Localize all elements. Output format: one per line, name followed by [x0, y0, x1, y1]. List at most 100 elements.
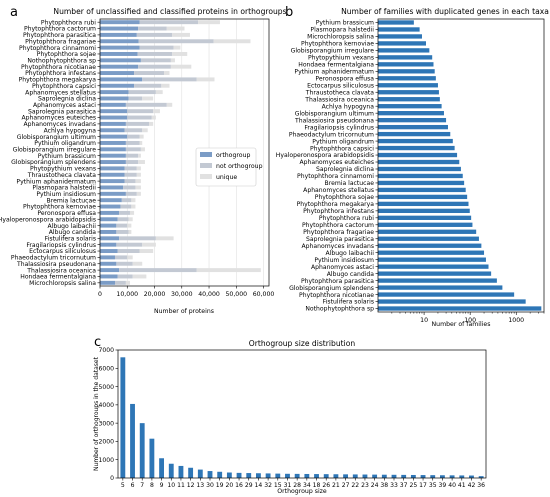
panel-b-y-tick-label: Plasmopara halstedii — [310, 27, 374, 34]
panel-b-bar — [378, 264, 489, 269]
panel-c-bar — [178, 465, 184, 478]
panel-b-bar — [378, 97, 440, 102]
panel-a-bar-not-orthogroup — [125, 147, 141, 152]
panel-c-bar — [459, 475, 465, 478]
panel-a-y-tick-label: Peronospora effusa — [37, 210, 96, 217]
panel-a-bar-orthogroup — [100, 83, 135, 88]
panel-c-x-tick-label: 8 — [150, 482, 154, 489]
panel-a-y-tick-label: Aphanomyces stellatus — [25, 89, 96, 96]
panel-a-bar-not-orthogroup — [114, 280, 126, 285]
panel-a-bar-not-orthogroup — [123, 185, 136, 190]
panel-c-x-tick-label: 6 — [131, 482, 135, 489]
panel-c-bar — [352, 474, 358, 478]
panel-a-bar-not-orthogroup — [125, 153, 139, 158]
panel-c-x-tick-label: 13 — [196, 482, 204, 489]
panel-a-bar-not-orthogroup — [117, 274, 133, 279]
panel-b-y-tick-label: Phytophthora rubi — [319, 215, 374, 222]
panel-c-bar — [246, 473, 252, 478]
panel-a-bar-not-orthogroup — [124, 179, 136, 184]
panel-b-bar — [378, 117, 447, 123]
panel-c-bar — [410, 474, 416, 478]
panel-b-bar — [378, 292, 515, 297]
panel-a-x-tick-label: 60,000 — [253, 291, 275, 298]
panel-a-y-tick-label: Ectocarpus siliculosus — [29, 248, 96, 255]
panel-a-y-tick-label: Phytopythium vexans — [30, 166, 96, 173]
panel-a-bar-orthogroup — [100, 261, 117, 266]
panel-b-y-tick-label: Fragilariopsis cylindrus — [304, 124, 374, 131]
panel-b-bar — [378, 145, 455, 151]
panel-a-bar-unique — [149, 121, 154, 126]
panel-b-bar — [378, 34, 422, 39]
panel-a-y-tick-label: Aphanomyces invadans — [23, 121, 96, 128]
panel-b-y-tick-label: Thraustotheca clavata — [305, 89, 375, 96]
panel-c-y-tick-label: 4000 — [98, 402, 114, 409]
panel-a-y-tick-label: Microchloropsis salina — [29, 280, 96, 287]
panel-a-bar-unique — [129, 210, 135, 215]
panel-a-bar-orthogroup — [100, 191, 126, 196]
panel-c-y-ticks: 0 1000 2000 3000 4000 5000 6000 7000 — [98, 347, 118, 482]
panel-a-bar-unique — [151, 115, 156, 120]
panel-c-x-tick-label: 27 — [342, 482, 350, 489]
panel-a-bar-orthogroup — [100, 153, 126, 158]
panel-b-plot-frame — [377, 18, 545, 313]
panel-a-bar-unique — [142, 128, 148, 133]
panel-c-y-tick-label: 6000 — [98, 365, 114, 372]
panel-b-bar — [378, 229, 477, 234]
panel-b-x-axis-label: Number of families — [432, 321, 491, 328]
panel-a-bar-not-orthogroup — [120, 204, 132, 209]
panel-a-bar-unique — [142, 96, 154, 101]
panel-c-x-tick-label: 23 — [361, 482, 369, 489]
panel-a-bar-unique — [132, 274, 147, 279]
panel-a-y-tick-label: Saprolegnia parasitica — [28, 108, 96, 115]
panel-b-bar — [378, 187, 466, 193]
panel-c-bar — [265, 473, 271, 478]
panel-a-bar-unique — [127, 255, 133, 260]
panel-c-x-tick-label: 25 — [409, 482, 417, 489]
panel-a-bar-unique — [136, 191, 141, 196]
panel-b-bar — [378, 208, 470, 214]
panel-a-y-tick-label: Thalassiosira oceanica — [26, 267, 96, 274]
panel-c-bar — [285, 473, 290, 478]
panel-b-y-tick-label: Aphanomyces euteiches — [299, 159, 374, 166]
panel-a-bar-unique — [139, 140, 143, 145]
panel-a-bar-orthogroup — [100, 160, 126, 165]
panel-c-bar — [440, 475, 445, 478]
panel-c-x-tick-label: 26 — [322, 482, 330, 489]
panel-a-bar-orthogroup — [100, 172, 125, 177]
panel-a-bar-not-orthogroup — [136, 32, 173, 37]
panel-a-bar-orthogroup — [100, 121, 126, 126]
panel-a-plot-frame — [99, 18, 270, 287]
panel-a-bar-orthogroup — [100, 236, 120, 241]
panel-b-bar — [378, 215, 472, 220]
panel-b-y-tick-label: Phytophthora cinnamomi — [297, 173, 374, 180]
panel-c-x-tick-label: 5 — [121, 482, 125, 489]
panel-a-legend-label: not orthogroup — [216, 163, 263, 170]
panel-a-bar-orthogroup — [100, 147, 126, 152]
panel-a-bar-not-orthogroup — [124, 166, 137, 171]
panel-b-y-tick-label: Peronospora effusa — [315, 75, 374, 82]
panel-a-bar-not-orthogroup — [116, 242, 143, 247]
panel-b-bar — [378, 306, 542, 311]
panel-a-bar-orthogroup — [100, 274, 118, 279]
panel-b-y-tick-label: Saprolegnia parasitica — [306, 236, 374, 243]
panel-a-bar-unique — [136, 172, 141, 177]
panel-b-bar — [378, 285, 503, 290]
panel-c-x-tick-label: 11 — [177, 482, 185, 489]
panel-a-y-tick-label: Fistulifera solaris — [45, 236, 96, 243]
panel-b-y-tick-label: Pythium oligandrum — [312, 138, 374, 145]
panel-a-x-ticks: 0 10,000 20,000 30,000 40,000 50,000 60,000 — [98, 286, 274, 298]
panel-c-bar — [478, 476, 484, 478]
panel-a-bar-unique — [127, 223, 132, 228]
panel-c-bar — [420, 475, 426, 478]
panel-b-bar — [378, 124, 448, 130]
panel-b-bar — [378, 194, 468, 200]
panel-c-x-tick-label: 22 — [351, 482, 359, 489]
panel-a-bar-not-orthogroup — [140, 58, 171, 63]
panel-c-x-tick-label: 40 — [448, 482, 456, 489]
panel-a-y-tick-label: Phytophthora kernoviae — [23, 204, 96, 211]
panel-a-bar-orthogroup — [100, 217, 118, 222]
panel-b-y-tick-label: Phytophthora infestans — [303, 208, 374, 215]
panel-c-x-tick-label: 16 — [235, 482, 243, 489]
panel-b-y-tick-label: Pythium insidiosum — [314, 257, 374, 264]
panel-a-bar-not-orthogroup — [142, 77, 197, 82]
